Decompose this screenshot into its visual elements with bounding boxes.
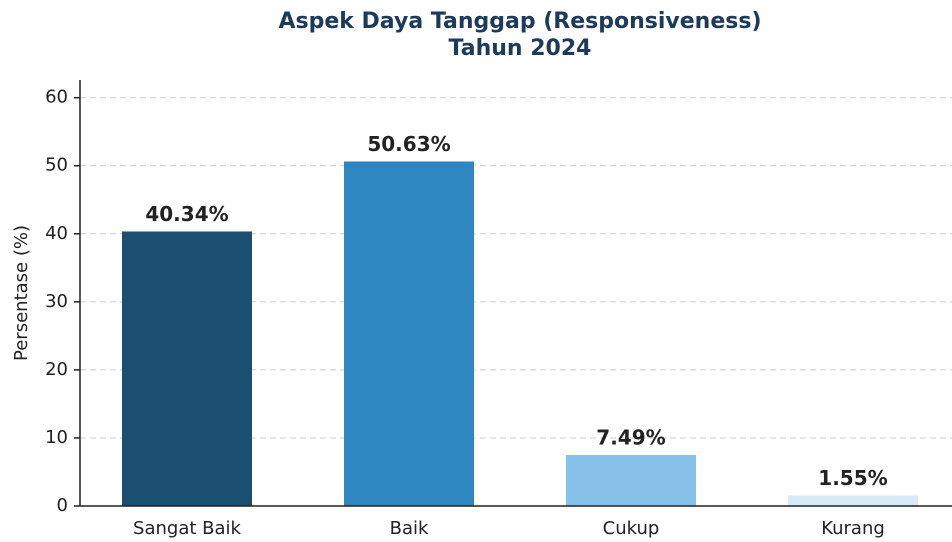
y-axis-label: Persentase (%) bbox=[11, 225, 32, 361]
y-tick-label: 40 bbox=[45, 223, 68, 244]
data-label: 40.34% bbox=[145, 202, 228, 226]
y-tick-label: 50 bbox=[45, 155, 68, 176]
chart-title: Aspek Daya Tanggap (Responsiveness) bbox=[278, 9, 761, 34]
x-tick-label: Baik bbox=[390, 518, 429, 539]
bar bbox=[122, 231, 252, 506]
x-tick-label: Cukup bbox=[603, 518, 660, 539]
data-label: 7.49% bbox=[596, 426, 665, 450]
data-label: 1.55% bbox=[818, 466, 887, 490]
data-label: 50.63% bbox=[367, 132, 450, 156]
bar bbox=[788, 495, 918, 506]
chart-title: Tahun 2024 bbox=[449, 36, 592, 61]
x-tick-label: Sangat Baik bbox=[133, 518, 241, 539]
x-tick-label: Kurang bbox=[821, 518, 885, 539]
y-tick-label: 10 bbox=[45, 427, 68, 448]
y-tick-label: 0 bbox=[57, 495, 68, 516]
y-tick-label: 60 bbox=[45, 87, 68, 108]
bar bbox=[344, 161, 474, 506]
y-tick-label: 30 bbox=[45, 291, 68, 312]
y-tick-label: 20 bbox=[45, 359, 68, 380]
bar bbox=[566, 455, 696, 506]
